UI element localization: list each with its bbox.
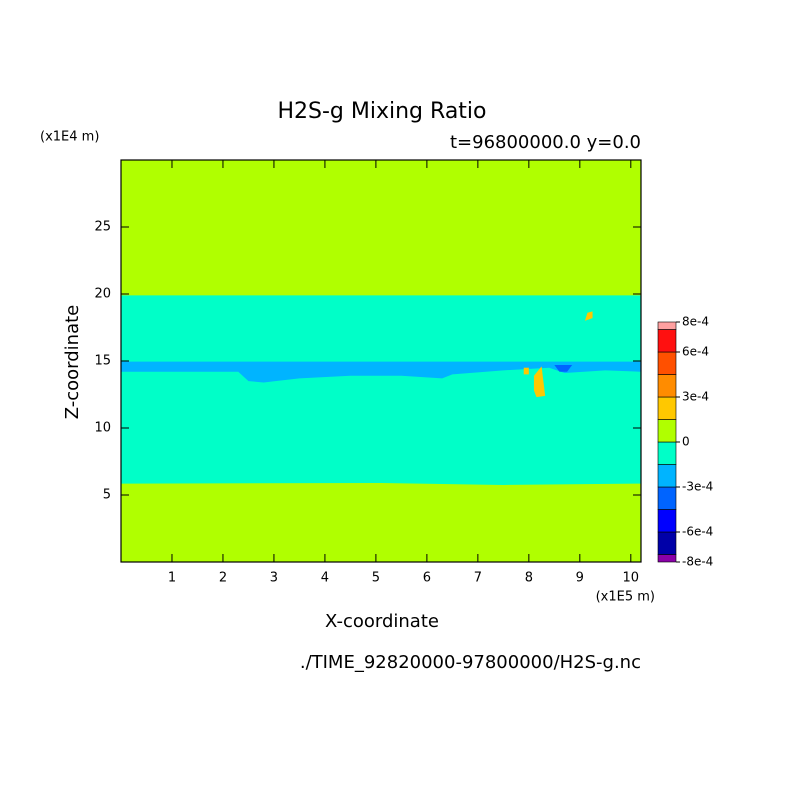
contour-region [554, 365, 573, 372]
y-tick-label: 10 [94, 421, 111, 436]
colorbar-box [657, 509, 677, 533]
colorbar-label: 6e-4 [682, 345, 709, 359]
y-tick-label: 20 [94, 287, 111, 302]
x-tick-label: 1 [168, 571, 176, 586]
contour-region [523, 367, 529, 375]
colorbar-label: 3e-4 [682, 390, 709, 404]
colorbar-box [657, 464, 677, 488]
colorbar-box [657, 554, 677, 563]
colorbar-box [657, 419, 677, 443]
y-unit: (x1E4 m) [40, 130, 99, 145]
footer: ./TIME_92820000-97800000/H2S-g.nc [300, 652, 641, 673]
contour-region [121, 295, 641, 485]
x-tick-label: 7 [474, 571, 482, 586]
y-axis-label: Z-coordinate [62, 305, 83, 420]
colorbar-label: 0 [682, 435, 690, 449]
x-axis-label: X-coordinate [325, 611, 439, 632]
colorbar-box [657, 329, 677, 353]
colorbar-box [657, 321, 677, 330]
colorbar-label: 8e-4 [682, 315, 709, 329]
chart-subtitle: t=96800000.0 y=0.0 [450, 132, 641, 153]
colorbar-box [657, 374, 677, 398]
colorbar-label: -6e-4 [682, 525, 713, 539]
colorbar-label: -8e-4 [682, 555, 713, 569]
y-tick-label: 15 [94, 354, 111, 369]
y-tick-label: 5 [103, 488, 111, 503]
x-tick-label: 3 [270, 571, 278, 586]
contour-region [584, 311, 593, 321]
x-tick-label: 10 [623, 571, 640, 586]
colorbar-box [657, 441, 677, 465]
chart-title: H2S-g Mixing Ratio [277, 99, 486, 124]
x-tick-label: 5 [372, 571, 380, 586]
x-unit: (x1E5 m) [596, 590, 655, 605]
colorbar-box [657, 486, 677, 510]
colorbar-box [657, 531, 677, 555]
colorbar-box [657, 351, 677, 375]
x-tick-label: 9 [576, 571, 584, 586]
colorbar-box [657, 396, 677, 420]
x-tick-label: 2 [219, 571, 227, 586]
contour-region [533, 366, 546, 398]
x-tick-label: 8 [525, 571, 533, 586]
x-tick-label: 6 [423, 571, 431, 586]
contour-region [121, 361, 641, 383]
y-tick-label: 25 [94, 220, 111, 235]
x-tick-label: 4 [321, 571, 329, 586]
colorbar-label: -3e-4 [682, 480, 713, 494]
